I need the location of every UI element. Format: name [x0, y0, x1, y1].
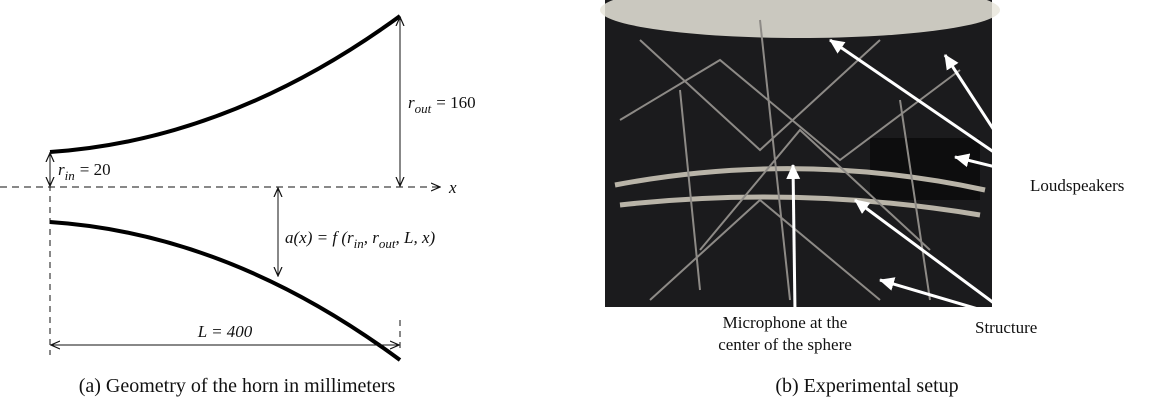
profile-label: a(x) = f (rin, rout, L, x): [285, 228, 435, 251]
subscript: in: [354, 236, 364, 251]
horn-wall-bottom: [49, 220, 402, 362]
pointer: [829, 38, 1021, 172]
value: = 20: [80, 160, 111, 179]
label: Loudspeakers: [1030, 176, 1124, 195]
symbol: r: [408, 93, 415, 112]
horn-diagram: x rin = 20 rout = 160 a(x) = f (rin, rout,…: [0, 14, 476, 397]
axis-label: x: [448, 178, 457, 197]
horn-wall-top: [49, 14, 402, 154]
loudspeaker-box: [870, 138, 980, 200]
pointer: [854, 198, 1011, 317]
subscript: out: [379, 236, 396, 251]
r-in-label: rin = 20: [58, 160, 111, 183]
pointer: [943, 54, 1022, 171]
label: center of the sphere: [718, 335, 852, 354]
tail: , L, x): [395, 228, 435, 247]
separator: ,: [364, 228, 373, 247]
r-out-label: rout = 160: [408, 93, 476, 116]
label: Structure: [975, 318, 1037, 337]
caption: (b) Experimental setup: [775, 375, 958, 397]
value: = 160: [436, 93, 475, 112]
subscript: in: [65, 168, 75, 183]
caption: (a) Geometry of the horn in millimeters: [79, 375, 396, 397]
light-glow: [600, 0, 1000, 38]
pointer: [879, 277, 1006, 319]
photo: Loudspeakers Microphone at the center of…: [600, 0, 1124, 397]
symbol: r: [347, 228, 354, 247]
symbol: r: [58, 160, 65, 179]
pointer: [954, 153, 1021, 175]
symbol: r: [372, 228, 379, 247]
length-label: L = 400: [197, 322, 253, 341]
subscript: out: [415, 101, 432, 116]
lead: a(x) = f (: [285, 228, 348, 247]
pointer: [786, 164, 801, 313]
label: Microphone at the: [723, 313, 848, 332]
struts: [619, 19, 961, 301]
